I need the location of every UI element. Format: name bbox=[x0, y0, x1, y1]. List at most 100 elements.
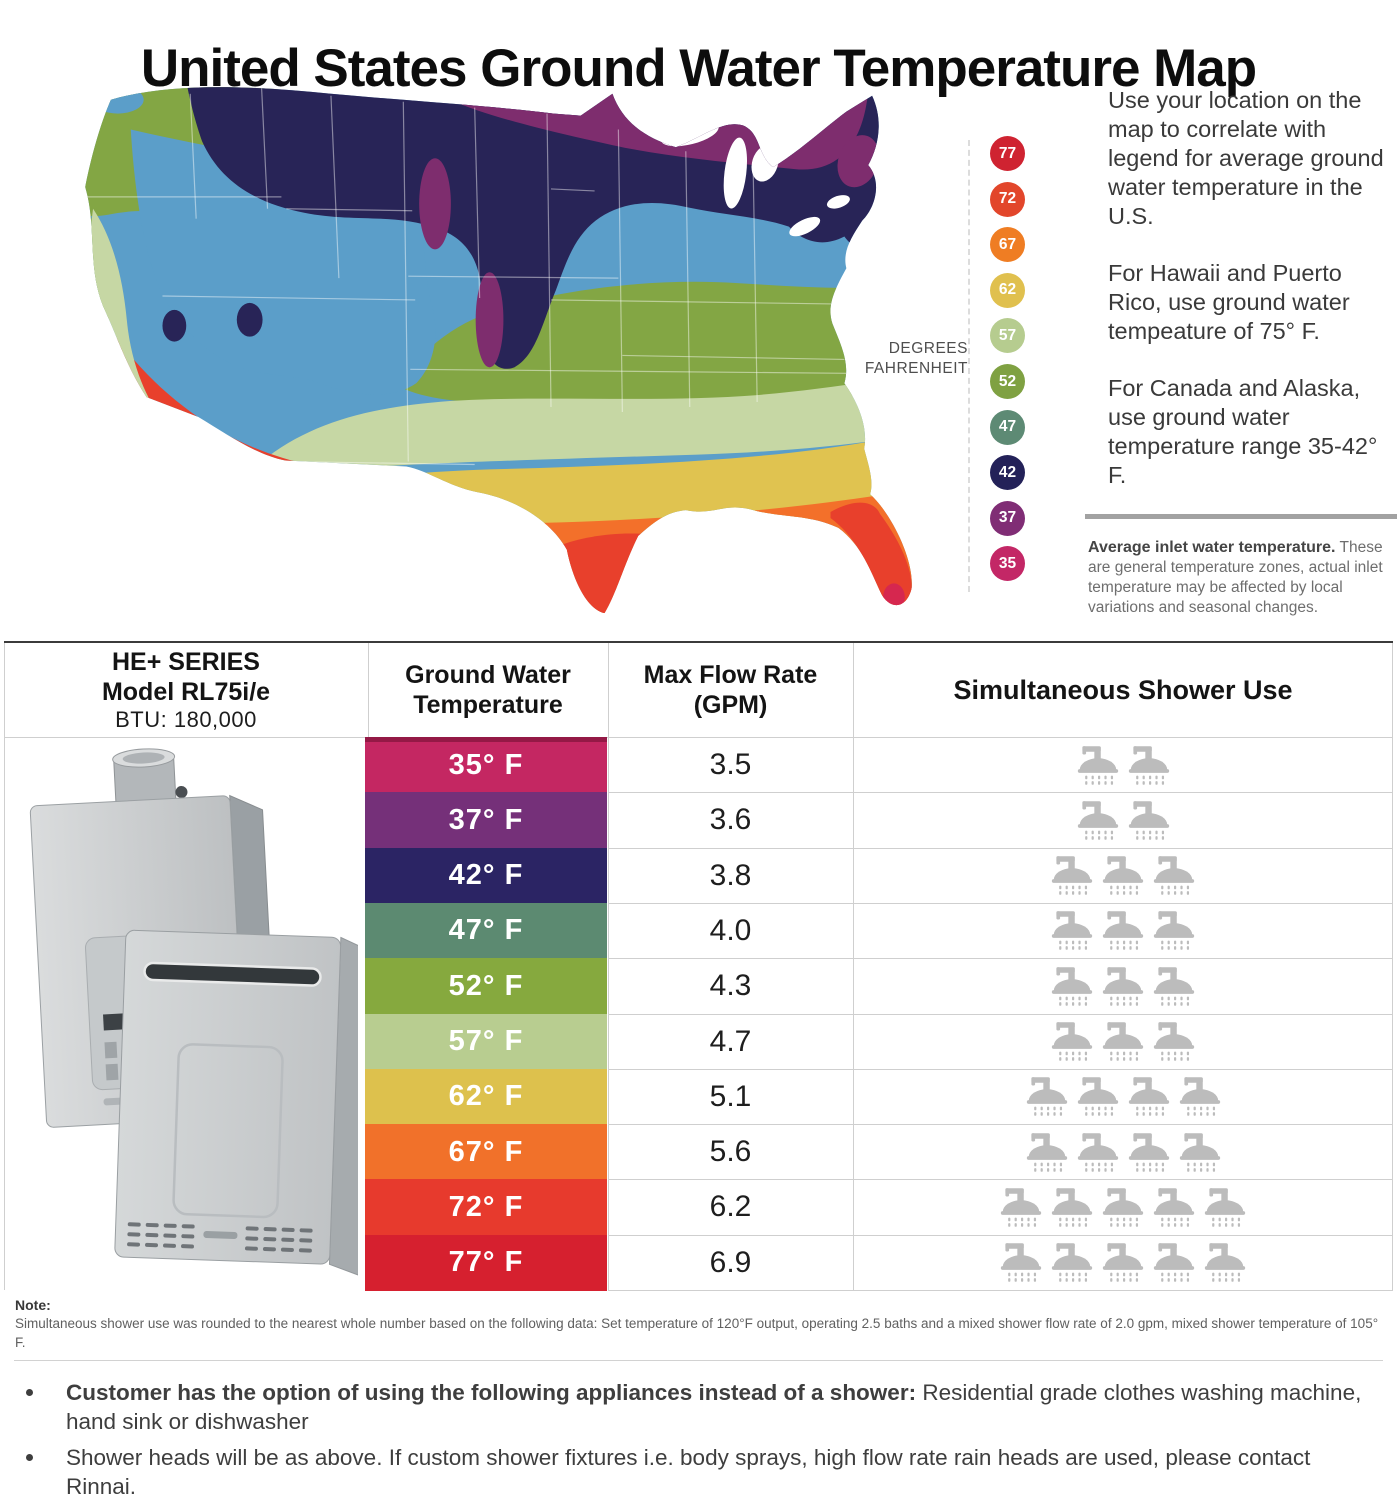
bullet-item: Customer has the option of using the fol… bbox=[0, 1378, 1397, 1436]
table-right-border bbox=[1392, 643, 1393, 1290]
legend-badge-62: 62 bbox=[990, 272, 1025, 308]
us-ground-water-temperature-map bbox=[85, 87, 912, 614]
row-gridline bbox=[608, 1068, 1393, 1070]
legend-value: 47 bbox=[998, 418, 1017, 436]
degrees-fahrenheit-label: DEGREES FAHRENHEIT bbox=[864, 340, 968, 377]
temperature-value: 35° F bbox=[448, 748, 524, 781]
legend-badge-37: 37 bbox=[990, 500, 1025, 536]
row-gridline bbox=[608, 902, 1393, 904]
header-divider-1 bbox=[368, 643, 369, 737]
shower-icon bbox=[1152, 1186, 1196, 1229]
shower-icon bbox=[1203, 1241, 1247, 1284]
flow-rate-cell: 4.3 bbox=[709, 969, 752, 1003]
temperature-value: 67° F bbox=[448, 1135, 524, 1168]
shower-icon bbox=[1101, 965, 1145, 1008]
temperature-cell: 52° F bbox=[365, 958, 607, 1015]
row-gridline bbox=[608, 792, 1393, 794]
shower-count-cell bbox=[853, 792, 1393, 848]
inlet-note-text: These are general temperature zones, act… bbox=[1088, 539, 1383, 616]
temperature-cell: 57° F bbox=[365, 1013, 607, 1070]
bullet-list: Customer has the option of using the fol… bbox=[0, 1378, 1397, 1500]
shower-icon bbox=[1050, 854, 1094, 897]
legend-badge-47: 47 bbox=[990, 409, 1025, 445]
shower-icon bbox=[1076, 744, 1120, 787]
temperature-cell: 47° F bbox=[365, 902, 607, 959]
temperature-value: 37° F bbox=[448, 803, 524, 836]
shower-count-cell bbox=[853, 958, 1393, 1014]
map-instruction-paragraph: For Canada and Alaska, use ground water … bbox=[1108, 375, 1378, 488]
shower-icon bbox=[1050, 909, 1094, 952]
legend-badge-77: 77 bbox=[990, 136, 1025, 171]
shower-icon bbox=[999, 1241, 1043, 1284]
flow-rate-cell: 5.6 bbox=[709, 1135, 752, 1169]
shower-icon bbox=[1025, 1131, 1069, 1174]
temperature-value: 42° F bbox=[448, 859, 524, 892]
legend-value: 67 bbox=[998, 235, 1017, 253]
row-gridline bbox=[608, 1124, 1393, 1126]
flow-rate-cell: 6.2 bbox=[709, 1190, 752, 1224]
legend-value: 72 bbox=[998, 190, 1017, 208]
column-divider-3 bbox=[853, 643, 854, 1290]
flow-rate-cell: 4.7 bbox=[709, 1024, 752, 1058]
shower-icon bbox=[1050, 1186, 1094, 1229]
shower-count-cell bbox=[853, 1014, 1393, 1070]
shower-count-cell bbox=[853, 1124, 1393, 1180]
flow-rate-cell: 5.1 bbox=[709, 1079, 752, 1113]
model-name: Model RL75i/e bbox=[101, 678, 271, 706]
sidebar-divider bbox=[1085, 514, 1397, 519]
legend-value: 35 bbox=[998, 554, 1017, 572]
table-header-max-flow-rate: Max Flow Rate (GPM) bbox=[643, 661, 818, 719]
legend-value: 52 bbox=[998, 372, 1017, 390]
shower-icon bbox=[1127, 1075, 1171, 1118]
temperature-value: 77° F bbox=[448, 1246, 524, 1279]
shower-icon bbox=[1152, 965, 1196, 1008]
legend-badge-72: 72 bbox=[990, 181, 1025, 217]
table-header-simultaneous-shower-use: Simultaneous Shower Use bbox=[953, 675, 1293, 705]
shower-icon bbox=[1101, 1241, 1145, 1284]
bullet-item: Shower heads will be as above. If custom… bbox=[0, 1443, 1397, 1500]
temperature-cell: 37° F bbox=[365, 792, 607, 849]
row-gridline bbox=[608, 958, 1393, 960]
flow-rate-cell: 6.9 bbox=[709, 1245, 752, 1279]
temperature-cell: 67° F bbox=[365, 1124, 607, 1181]
shower-count-cell bbox=[853, 1179, 1393, 1235]
shower-icon bbox=[1101, 1186, 1145, 1229]
outdoor-heater bbox=[114, 929, 358, 1278]
shower-icon bbox=[1152, 854, 1196, 897]
shower-icon bbox=[1101, 909, 1145, 952]
row-gridline bbox=[608, 1013, 1393, 1015]
legend-divider-dashed-line bbox=[968, 140, 970, 592]
temperature-value: 57° F bbox=[448, 1025, 524, 1057]
row-gridline bbox=[608, 1234, 1393, 1236]
row-gridline bbox=[608, 847, 1393, 849]
model-series: HE+ SERIES bbox=[112, 648, 260, 676]
inlet-temperature-note: Average inlet water temperature. These a… bbox=[1088, 538, 1390, 618]
legend-value: 57 bbox=[998, 326, 1017, 344]
temperature-value: 52° F bbox=[448, 969, 524, 1002]
table-header-ground-water-temperature: Ground Water Temperature bbox=[405, 661, 571, 719]
shower-icon bbox=[1152, 909, 1196, 952]
table-header-model: HE+ SERIES Model RL75i/e BTU: 180,000 bbox=[4, 643, 368, 737]
shower-icon bbox=[1178, 1075, 1222, 1118]
shower-icon bbox=[1152, 1020, 1196, 1063]
legend-badge-67: 67 bbox=[990, 227, 1025, 263]
shower-icon bbox=[1076, 799, 1120, 842]
column-divider-2 bbox=[608, 643, 609, 1290]
shower-count-cell bbox=[853, 1235, 1393, 1291]
row-gridline bbox=[608, 1179, 1393, 1181]
legend-badge-35: 35 bbox=[990, 546, 1025, 582]
model-btu: BTU: 180,000 bbox=[115, 707, 257, 732]
shower-icon bbox=[1050, 1241, 1094, 1284]
shower-icon bbox=[1050, 1020, 1094, 1063]
legend-badge-42: 42 bbox=[990, 455, 1025, 491]
shower-count-cell bbox=[853, 848, 1393, 904]
legend-badge-52: 52 bbox=[990, 364, 1025, 399]
legend-value: 62 bbox=[998, 281, 1017, 299]
shower-icon bbox=[1076, 1131, 1120, 1174]
temperature-value: 47° F bbox=[448, 914, 524, 947]
shower-icon bbox=[1127, 799, 1171, 842]
shower-icon bbox=[1076, 1075, 1120, 1118]
shower-icon bbox=[1025, 1075, 1069, 1118]
shower-icon bbox=[1101, 854, 1145, 897]
tankless-water-heaters-image bbox=[29, 748, 358, 1278]
